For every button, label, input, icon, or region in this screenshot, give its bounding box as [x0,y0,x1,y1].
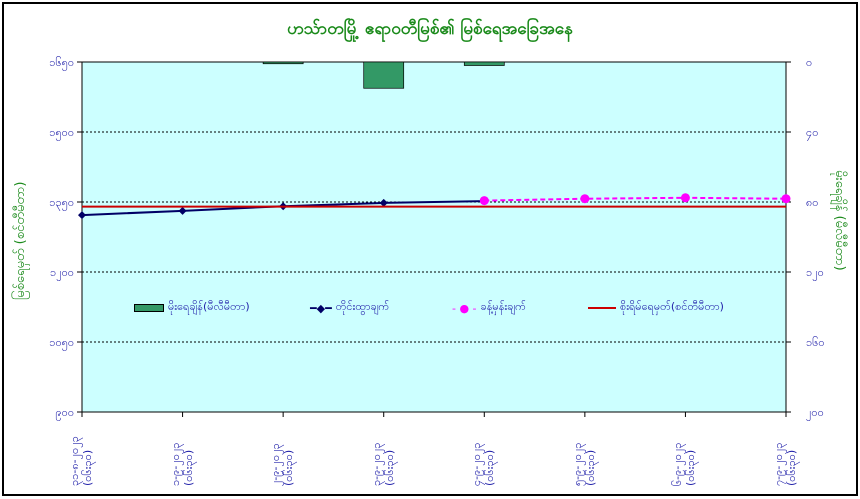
legend-label: တိုင်းထွာချက် [335,300,390,313]
x-date: ၄-၉-၂၀၂၃ [470,442,484,487]
legend-dash-swatch: - ● - [452,301,477,315]
legend-line-swatch: ━◆━ [310,301,332,315]
x-time: (၀၆း၃၀) [81,449,94,486]
y2-tick-label: ၁၂၀ [806,266,824,281]
legend-red-swatch [588,307,616,309]
legend-danger: စိုးရိမ်ရေမှတ်(စင်တီမီတာ) [588,300,724,316]
x-tick-label: ၃၁-၈-၂၀၂၃ (၀၆း၃၀) [68,436,94,486]
forecast-point [680,193,690,203]
x-tick-label: ၃-၉-၂၀၂၃ (၀၆း၃၀) [370,443,396,487]
legend-forecast: - ● - ခန့်မှန်းချက် [452,300,526,316]
x-tick-label: ၄-၉-၂၀၂၃ (၀၆း၃၀) [470,443,496,487]
y2-tick-label: ၁၆၀ [806,336,825,349]
x-date: ၂-၉-၂၀၂၃ [269,443,283,486]
observed-point [78,211,86,220]
y-tick-label: ၉၀၀ [55,406,74,421]
x-time: (၀၆း၃၀) [483,449,497,486]
forecast-line [484,196,787,202]
legend-label: မိုးရေချိန်(မီလီမီတာ) [168,300,250,313]
x-tick-label: ၅-၉-၂၀၂၃ (၀၆း၃၀) [571,443,597,487]
y2-tick-label: ၄၀ [806,126,818,141]
observed-point [178,206,187,215]
rainfall-bar [363,61,405,89]
observed-point [379,198,388,207]
x-tick-label: ၇-၉-၂၀၂၃ (၀၆း၃၀) [772,443,798,487]
x-time: (၀၆း၃၀) [382,449,396,486]
x-tick-label: ၂-၉-၂၀၂၃ (၀၆း၃၀) [269,443,295,486]
y-tick-label: ၁၅၀၀ [49,126,74,141]
x-date: ၁-၉-၂၀၂၃ [168,442,182,487]
forecast-point [781,194,791,204]
legend-label: ခန့်မှန်းချက် [480,300,526,313]
x-date: ၃-၉-၂၀၂၃ [369,442,383,487]
y2-tick-label: ၂၀၀ [806,406,824,421]
x-date: ၇-၉-၂၀၂၃ [772,442,785,487]
forecast-point [580,194,590,204]
chart-title: ဟသ်ာတမြို့ ဧရာဝတီမြစ်၏ မြစ်ရေအခြေအနေ [287,19,573,39]
x-time: (၀၆း၃၀) [785,449,798,486]
y-tick-label: ၁၆၅၀ [49,56,74,71]
rainfall-bar [463,61,505,66]
legend-observed: ━◆━ တိုင်းထွာချက် [310,300,389,316]
x-date: ၅-၉-၂၀၂၃ [570,442,584,487]
x-time: (၀၆း၃၀) [282,449,296,486]
x-time: (၀၆း၃၀) [684,449,698,486]
x-tick-label: ၆-၉-၂၀၂၃ (၀၆း၃၀) [671,443,697,487]
y2-tick-label: ၈၀ [806,196,818,209]
legend-bar-swatch [134,304,164,312]
legend-label: စိုးရိမ်ရေမှတ်(စင်တီမီတာ) [620,300,724,313]
x-time: (၀၆း၃၀) [583,449,597,486]
rainfall-bar [262,61,304,65]
y-tick-label: ၁၀၅၀ [49,336,74,351]
x-time: (၀၆း၃၀) [181,449,195,486]
forecast-point [479,196,489,206]
x-date: ၆-၉-၂၀၂၃ [671,442,685,487]
y2-tick-label: ၀ [806,56,812,69]
y-tick-label: ၁၂၀၀ [50,266,74,281]
plot-area [81,61,787,413]
legend-rainfall: မိုးရေချိန်(မီလီမီတာ) [134,300,250,316]
x-tick-label: ၁-၉-၂၀၂၃ (၀၆း၃၀) [169,443,195,487]
y-tick-label: ၁၃၅၀ [49,196,74,211]
x-date: ၃၁-၈-၂၀၂၃ [68,436,81,486]
